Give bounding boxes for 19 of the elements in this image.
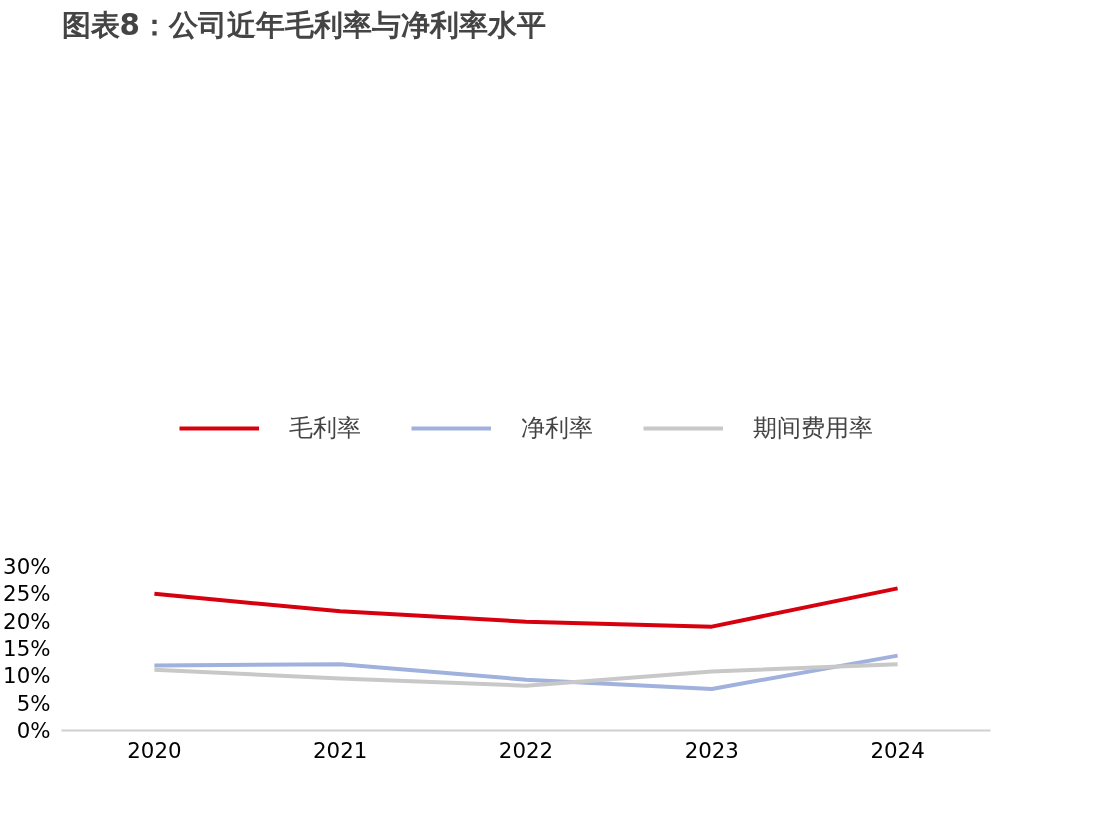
legend-label: 期间费用率 (752, 413, 873, 444)
y-tick-label: 20% (3, 608, 51, 634)
y-tick-label: 0% (16, 718, 51, 743)
chart-title: 图表8：公司近年毛利率与净利率水平 (61, 7, 546, 42)
y-tick-label: 30% (3, 554, 51, 579)
x-tick-label: 2023 (684, 737, 739, 763)
x-tick-label: 2022 (498, 737, 554, 763)
legend-label: 净利率 (520, 413, 593, 444)
y-tick-label: 5% (16, 690, 51, 716)
line-series (152, 653, 900, 691)
y-tick-label: 25% (3, 581, 51, 607)
x-tick-label: 2020 (127, 737, 182, 763)
line-series (152, 662, 900, 688)
x-tick-label: 2024 (870, 737, 925, 763)
line-series (152, 586, 900, 629)
legend-label: 毛利率 (288, 413, 361, 444)
x-tick-label: 2021 (313, 737, 368, 763)
y-tick-label: 10% (3, 663, 51, 689)
y-tick-label: 15% (3, 636, 51, 661)
